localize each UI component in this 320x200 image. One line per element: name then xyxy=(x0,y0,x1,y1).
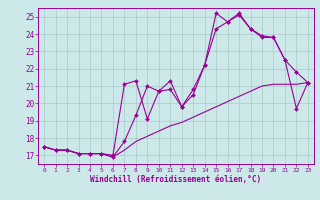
X-axis label: Windchill (Refroidissement éolien,°C): Windchill (Refroidissement éolien,°C) xyxy=(91,175,261,184)
